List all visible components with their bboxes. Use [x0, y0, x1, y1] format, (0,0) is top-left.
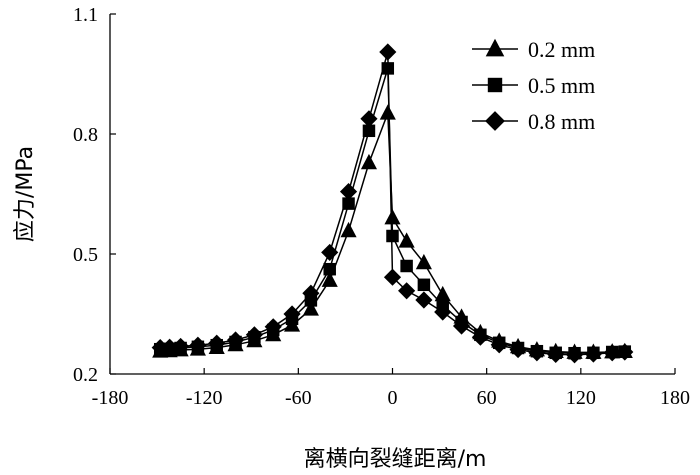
x-tick-label: -120 — [186, 387, 223, 409]
data-point-diamond-marker — [379, 43, 397, 61]
data-point-diamond-marker — [172, 337, 190, 355]
data-point-diamond-marker — [547, 345, 565, 363]
y-tick-label: 1.1 — [73, 4, 98, 26]
legend-square-marker — [487, 77, 503, 93]
data-point-diamond-marker — [415, 291, 433, 309]
data-point-diamond-marker — [616, 343, 634, 361]
data-point-diamond-marker — [383, 268, 402, 286]
x-tick-label: -180 — [92, 387, 129, 409]
series-square — [153, 62, 632, 360]
x-tick-label: -60 — [285, 387, 312, 409]
data-point-diamond-marker — [490, 336, 508, 354]
data-point-triangle-marker — [321, 271, 338, 287]
x-tick-label: 60 — [477, 387, 497, 409]
series-diamond — [151, 43, 634, 364]
data-point-diamond-marker — [208, 334, 226, 352]
y-ticks: 0.2 0.5 0.8 1.1 — [73, 4, 116, 386]
data-point-diamond-marker — [360, 110, 378, 128]
data-point-diamond-marker — [339, 183, 358, 201]
data-point-diamond-marker — [321, 243, 339, 261]
x-tick-label: 0 — [388, 387, 398, 409]
data-point-diamond-marker — [264, 318, 282, 336]
data-point-diamond-marker — [245, 326, 263, 344]
data-point-triangle-marker — [379, 104, 396, 120]
legend-label: 0.2 mm — [528, 37, 595, 62]
data-point-triangle-marker — [434, 285, 451, 302]
data-point-triangle-marker — [340, 221, 357, 238]
data-point-diamond-marker — [471, 328, 489, 346]
data-point-diamond-marker — [509, 341, 527, 359]
data-point-diamond-marker — [434, 303, 452, 321]
legend-diamond-marker — [485, 111, 505, 131]
series-layer — [151, 43, 634, 364]
y-tick-label: 0.5 — [73, 244, 98, 266]
data-point-diamond-marker — [189, 336, 207, 354]
data-point-diamond-marker — [603, 344, 621, 362]
series-line — [160, 51, 625, 356]
data-point-diamond-marker — [528, 344, 546, 362]
data-point-diamond-marker — [226, 331, 245, 349]
data-point-diamond-marker — [452, 317, 471, 335]
data-point-diamond-marker — [302, 284, 320, 302]
legend: 0.2 mm 0.5 mm 0.8 mm — [472, 37, 595, 134]
data-point-diamond-marker — [565, 346, 584, 364]
legend-triangle-marker — [485, 38, 505, 57]
data-point-diamond-marker — [398, 282, 416, 300]
data-point-diamond-marker — [161, 338, 179, 356]
data-point-diamond-marker — [283, 305, 301, 323]
data-point-triangle-marker — [302, 300, 319, 316]
data-point-diamond-marker — [151, 339, 169, 357]
data-point-diamond-marker — [584, 345, 602, 363]
data-point-triangle-marker — [360, 153, 378, 170]
data-point-triangle-marker — [415, 253, 432, 270]
data-point-square-marker — [323, 262, 336, 276]
x-ticks: -180 -120 -60 0 60 120 180 — [92, 368, 690, 409]
y-tick-label: 0.2 — [73, 364, 98, 386]
data-point-square-marker — [400, 259, 413, 273]
data-point-square-marker — [386, 229, 399, 243]
legend-label: 0.5 mm — [528, 73, 595, 98]
legend-label: 0.8 mm — [528, 109, 595, 134]
y-axis-label: 应力/MPa — [13, 146, 38, 242]
x-tick-label: 180 — [660, 387, 690, 409]
x-tick-label: 120 — [566, 387, 596, 409]
data-point-triangle-marker — [398, 232, 415, 248]
y-tick-label: 0.8 — [73, 124, 98, 146]
x-axis-label: 离横向裂缝距离/m — [304, 447, 487, 472]
data-point-square-marker — [417, 278, 431, 292]
